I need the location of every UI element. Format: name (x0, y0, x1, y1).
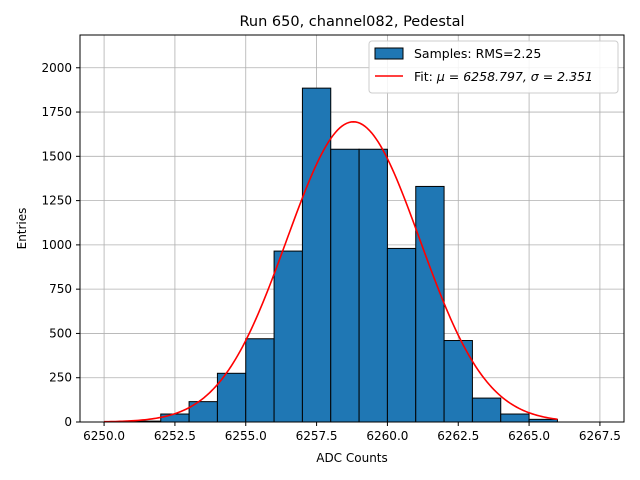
x-tick-label-1: 6252.5 (154, 429, 196, 443)
chart-title: Run 650, channel082, Pedestal (239, 14, 464, 30)
y-tick-label-4: 1000 (41, 238, 72, 252)
histogram-bar-14 (500, 413, 530, 423)
fit-curve (104, 120, 558, 423)
legend-label-fit-params: μ = 6258.797, σ = 2.351 (436, 69, 593, 84)
y-tick-label-1: 250 (49, 371, 72, 385)
x-tick-label-7: 6267.5 (579, 429, 621, 443)
histogram-bar-8 (330, 148, 360, 423)
histogram-bar-2 (160, 413, 190, 423)
legend: Samples: RMS=2.25 Fit: μ = 6258.797, σ =… (368, 40, 619, 94)
x-tick-label-4: 6260.0 (366, 429, 408, 443)
y-tick-label-6: 1500 (41, 149, 72, 163)
x-axis-title: ADC Counts (316, 451, 388, 465)
y-tick-label-7: 1750 (41, 105, 72, 119)
legend-swatch-samples (374, 47, 404, 60)
plot-frame (79, 34, 625, 423)
y-tick-label-8: 2000 (41, 61, 72, 75)
histogram-bar-9 (358, 148, 388, 423)
x-axis-ticks: 6250.0 6252.5 6255.0 6257.5 6260.0 6262.5 6265… (83, 422, 621, 443)
histogram-bar-10 (386, 247, 417, 423)
x-tick-label-6: 6265.0 (508, 429, 550, 443)
histogram-bar-7 (301, 87, 332, 423)
x-tick-label-3: 6257.5 (296, 429, 338, 443)
histogram-bar-6 (273, 250, 303, 423)
legend-box (368, 40, 619, 94)
x-tick-label-2: 6255.0 (225, 429, 267, 443)
x-tick-label-0: 6250.0 (83, 429, 125, 443)
y-tick-label-2: 500 (49, 326, 72, 340)
y-tick-label-0: 0 (64, 415, 72, 429)
histogram-bar-5 (245, 338, 275, 423)
y-axis-title: Entries (15, 208, 29, 250)
histogram-bar-13 (471, 397, 502, 423)
x-tick-label-5: 6262.5 (437, 429, 479, 443)
y-axis-ticks: 0 250 500 750 1000 1250 1500 1750 2000 (41, 61, 80, 429)
histogram-bar-11 (415, 185, 445, 423)
y-tick-label-3: 750 (49, 282, 72, 296)
y-tick-label-5: 1250 (41, 194, 72, 208)
legend-label-fit-prefix: Fit: (414, 69, 437, 84)
legend-label-fit: Fit: μ = 6258.797, σ = 2.351 (414, 69, 593, 84)
legend-label-samples: Samples: RMS=2.25 (414, 46, 541, 61)
